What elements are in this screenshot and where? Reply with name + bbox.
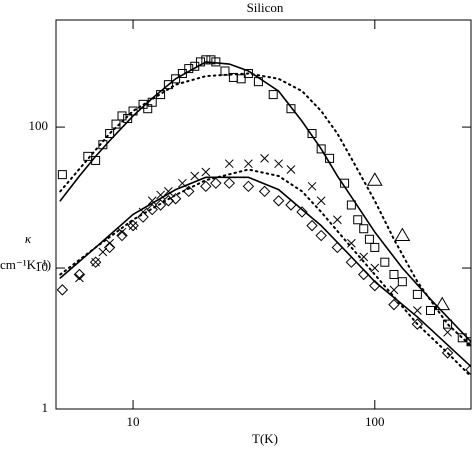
cross-marker — [224, 159, 234, 169]
curve — [59, 72, 471, 347]
square-marker — [359, 224, 369, 234]
square-marker — [412, 289, 422, 299]
y-axis-label: κ — [25, 231, 32, 246]
cross-marker — [316, 196, 326, 206]
cross-marker — [274, 159, 283, 169]
square-marker — [443, 319, 453, 329]
diamond-marker — [137, 211, 149, 223]
square-marker — [389, 269, 399, 279]
diamond-marker — [411, 318, 424, 330]
diamond-marker — [441, 347, 454, 359]
cross-marker — [260, 154, 269, 163]
diamond-marker — [127, 219, 139, 232]
y-tick-label: 1 — [42, 400, 49, 415]
cross-marker — [389, 285, 399, 295]
square-marker — [316, 144, 326, 154]
diamond-marker — [146, 203, 158, 216]
square-marker — [201, 55, 211, 65]
square-marker — [426, 305, 436, 315]
diamond-marker — [56, 284, 69, 296]
cross-marker — [359, 252, 369, 262]
diamond-marker — [242, 180, 255, 193]
cross-marker — [117, 227, 127, 237]
diamond-marker — [169, 193, 182, 205]
cross-marker — [98, 247, 108, 257]
cross-marker — [105, 238, 114, 248]
square-marker — [117, 111, 127, 121]
square-marker — [353, 215, 363, 225]
square-marker — [206, 55, 216, 65]
x-tick-label: 100 — [365, 414, 385, 429]
diamond-marker — [200, 180, 212, 193]
square-marker — [105, 129, 115, 139]
x-axis-label: T(K) — [252, 431, 278, 446]
cross-marker — [201, 167, 211, 177]
diamond-marker — [331, 241, 344, 254]
cross-marker — [164, 186, 173, 196]
square-marker — [268, 90, 278, 100]
diamond-marker — [73, 268, 86, 281]
square-marker — [380, 257, 390, 267]
diamond-marker — [103, 241, 116, 254]
diamond-marker — [272, 195, 285, 207]
diamond-marker — [315, 229, 327, 242]
square-marker — [364, 234, 374, 244]
diamond-marker — [183, 185, 195, 198]
cross-marker — [370, 263, 380, 273]
plot-frame — [55, 19, 472, 410]
square-marker — [466, 337, 471, 347]
x-tick-label: 10 — [127, 414, 140, 429]
diamond-marker — [388, 298, 400, 311]
diamond-marker — [154, 199, 167, 211]
y-tick-label: 10 — [35, 259, 48, 274]
diamond-marker — [89, 256, 102, 268]
triangle-marker — [434, 296, 451, 311]
y-tick-label: 100 — [29, 118, 49, 133]
square-marker — [346, 200, 356, 210]
cross-marker — [286, 165, 296, 174]
diamond-marker — [258, 185, 271, 198]
diamond-marker — [306, 219, 318, 232]
square-marker — [57, 170, 67, 180]
square-marker — [307, 129, 317, 139]
square-marker — [171, 74, 181, 84]
cross-marker — [244, 159, 253, 169]
triangle-marker — [366, 172, 383, 186]
square-marker — [220, 66, 230, 76]
cross-marker — [347, 238, 356, 248]
square-marker — [370, 242, 380, 252]
diamond-marker — [296, 206, 308, 218]
cross-marker — [443, 327, 452, 337]
cross-marker — [190, 171, 200, 181]
diamond-marker — [162, 195, 175, 207]
cross-marker — [413, 306, 422, 315]
cross-marker — [75, 273, 84, 283]
square-marker — [286, 104, 296, 114]
cross-marker — [307, 181, 317, 191]
diamond-marker — [465, 364, 471, 376]
curve — [59, 176, 471, 368]
cross-marker — [333, 215, 342, 225]
curve — [59, 61, 471, 343]
y-axis-units: cm⁻¹K⁻¹) — [0, 257, 51, 272]
diamond-marker — [210, 177, 222, 189]
chart-title: Silicon — [247, 0, 284, 15]
diamond-marker — [116, 229, 128, 242]
curve — [59, 168, 471, 378]
diamond-marker — [345, 256, 358, 268]
diamond-marker — [223, 177, 235, 189]
cross-marker — [147, 196, 157, 206]
triangle-marker — [394, 227, 411, 242]
square-marker — [397, 277, 407, 287]
diamond-marker — [285, 199, 297, 211]
plot-area — [56, 55, 471, 378]
